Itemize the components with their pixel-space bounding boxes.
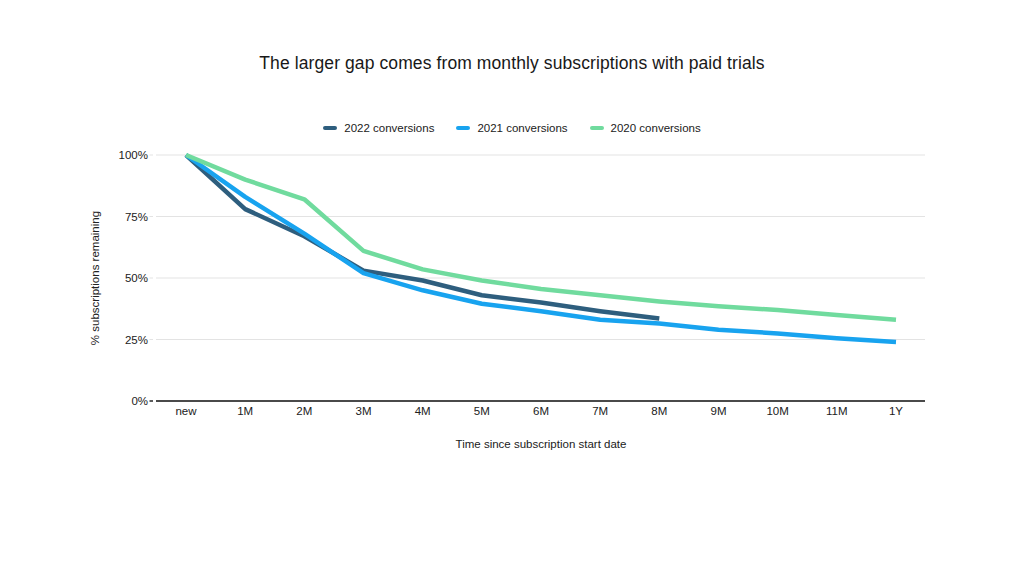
x-tick-label: 5M (474, 405, 490, 417)
x-tick-label: 11M (826, 405, 848, 417)
x-tick-label: 7M (592, 405, 608, 417)
x-tick-label: 10M (766, 405, 788, 417)
y-tick-label: 0% (131, 395, 148, 407)
x-tick-label: 2M (296, 405, 312, 417)
x-tick-label: 3M (356, 405, 372, 417)
x-tick-label: new (175, 405, 197, 417)
x-tick-label: 9M (711, 405, 727, 417)
y-tick-label: 75% (125, 211, 148, 223)
y-axis-title: % subscriptions remaining (89, 155, 105, 401)
x-tick-label: 6M (533, 405, 549, 417)
series-line-2021 (186, 155, 896, 342)
y-tick-label: 50% (125, 272, 148, 284)
x-tick-label: 1Y (889, 405, 903, 417)
x-tick-label: 4M (415, 405, 431, 417)
x-tick-label: 1M (237, 405, 253, 417)
y-tick-label: 25% (125, 334, 148, 346)
series-line-2020 (186, 155, 896, 320)
y-tick-label: 100% (119, 149, 148, 161)
line-chart: 0% 25% 50% 75% 100% new 1M 2M 3M 4M 5M 6M 7M 8M 9M 10M 1… (0, 0, 1024, 574)
x-tick-label: 8M (651, 405, 667, 417)
x-axis-title: Time since subscription start date (158, 438, 924, 450)
slide-canvas: The larger gap comes from monthly subscr… (0, 0, 1024, 574)
